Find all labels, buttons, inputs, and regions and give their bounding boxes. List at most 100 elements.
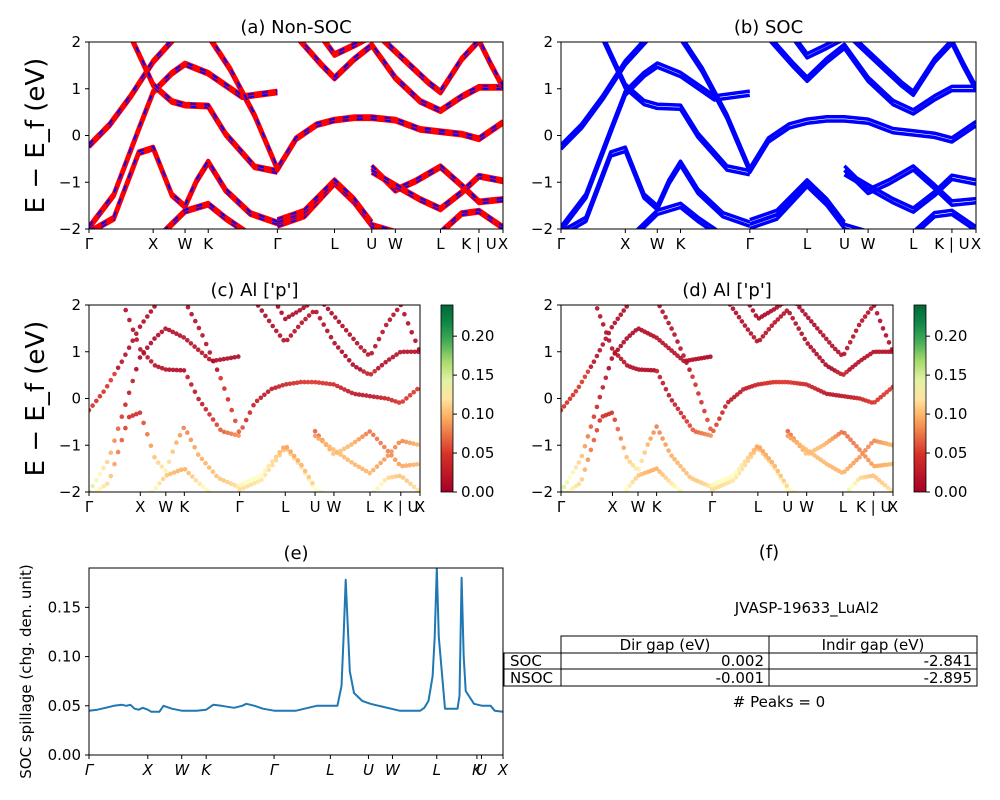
scatter-point	[152, 336, 157, 341]
xtick-label: Γ	[235, 498, 244, 516]
xtick-label: W	[650, 235, 665, 253]
scatter-point	[845, 434, 850, 439]
scatter-point	[396, 400, 402, 405]
scatter-point	[733, 470, 739, 476]
scatter-point	[672, 350, 677, 356]
scatter-point	[94, 398, 99, 404]
scatter-point	[283, 316, 288, 322]
scatter-point	[163, 326, 168, 332]
ytick-label: 2	[71, 296, 81, 314]
scatter-point	[378, 440, 383, 446]
band-red-line	[299, 42, 503, 112]
scatter-point	[880, 326, 886, 331]
scatter-point	[657, 338, 662, 343]
scatter-point	[396, 461, 402, 467]
xtick-label: L	[839, 498, 848, 516]
scatter-point	[663, 315, 668, 320]
scatter-point	[112, 371, 117, 377]
scatter-point	[624, 487, 629, 492]
scatter-point	[137, 324, 143, 330]
scatter-point	[666, 448, 671, 453]
scatter-point	[358, 345, 364, 350]
xtick-label: K | U	[934, 235, 969, 253]
scatter-point	[123, 307, 128, 313]
scatter-point	[720, 410, 725, 415]
band-line	[749, 184, 853, 229]
scatter-point	[341, 454, 347, 460]
scatter-point	[690, 374, 695, 380]
scatter-point	[600, 322, 606, 327]
scatter-point	[866, 457, 871, 463]
scatter-point	[561, 489, 564, 492]
xtick-label: L	[281, 498, 290, 516]
scatter-point	[849, 484, 855, 489]
scatter-point	[372, 369, 378, 374]
scatter-point	[336, 319, 342, 325]
scatter-point	[621, 340, 626, 345]
scatter-point	[174, 440, 179, 445]
scatter-point	[138, 347, 143, 352]
scatter-point	[137, 355, 143, 360]
ytick-label: 0.05	[48, 697, 81, 715]
band-line	[768, 42, 976, 116]
scatter-point	[588, 424, 594, 429]
scatter-point	[94, 489, 99, 492]
scatter-point	[651, 430, 656, 435]
scatter-point	[266, 463, 272, 469]
scatter-point	[573, 465, 579, 470]
peaks-count: # Peaks = 0	[733, 693, 825, 711]
xtick-label: K	[472, 761, 483, 779]
xtick-label: Γ	[746, 235, 755, 253]
scatter-point	[206, 356, 212, 362]
ytick-label: 2	[543, 33, 553, 51]
scatter-point	[273, 457, 279, 463]
scatter-point	[883, 333, 889, 338]
scatter-point	[390, 354, 396, 360]
scatter-point	[338, 452, 343, 457]
scatter-point	[669, 326, 674, 331]
spillage-line	[89, 568, 503, 713]
scatter-point	[585, 434, 591, 439]
scatter-point	[170, 449, 175, 455]
scatter-point	[869, 461, 874, 466]
scatter-point	[266, 318, 272, 324]
scatter-point	[352, 462, 358, 468]
ytick-label: −2	[531, 483, 553, 501]
ytick-label: 0.15	[48, 598, 81, 616]
plot-frame-e	[88, 567, 504, 756]
scatter-point	[576, 460, 582, 465]
scatter-point	[579, 477, 585, 482]
band-blue-dashed-line	[277, 181, 373, 225]
scatter-point	[325, 306, 331, 312]
scatter-point	[382, 395, 387, 401]
scatter-point	[160, 476, 166, 482]
scatter-point	[817, 355, 822, 360]
scatter-point	[305, 379, 311, 385]
scatter-point	[772, 320, 778, 325]
scatter-point	[585, 457, 591, 463]
scatter-point	[416, 347, 420, 352]
scatter-point	[382, 457, 387, 462]
scatter-point	[860, 451, 865, 457]
scatter-point	[657, 469, 662, 474]
scatter-point	[609, 410, 615, 416]
xtick-label: W	[158, 498, 173, 516]
scatter-point	[112, 438, 117, 444]
scatter-point	[696, 391, 701, 396]
scatter-point	[793, 490, 798, 492]
scatter-point	[295, 458, 301, 463]
scatter-point	[844, 345, 850, 351]
scatter-point	[178, 367, 183, 373]
band-line	[793, 42, 843, 60]
scatter-point	[409, 330, 415, 335]
scatter-point	[379, 362, 385, 368]
scatter-point	[777, 305, 783, 308]
scatter-point	[654, 335, 659, 341]
scatter-point	[221, 429, 227, 435]
scatter-point	[766, 327, 772, 332]
scatter-point	[255, 305, 261, 308]
scatter-point	[373, 343, 378, 349]
scatter-point	[303, 316, 308, 322]
scatter-point	[618, 436, 624, 441]
